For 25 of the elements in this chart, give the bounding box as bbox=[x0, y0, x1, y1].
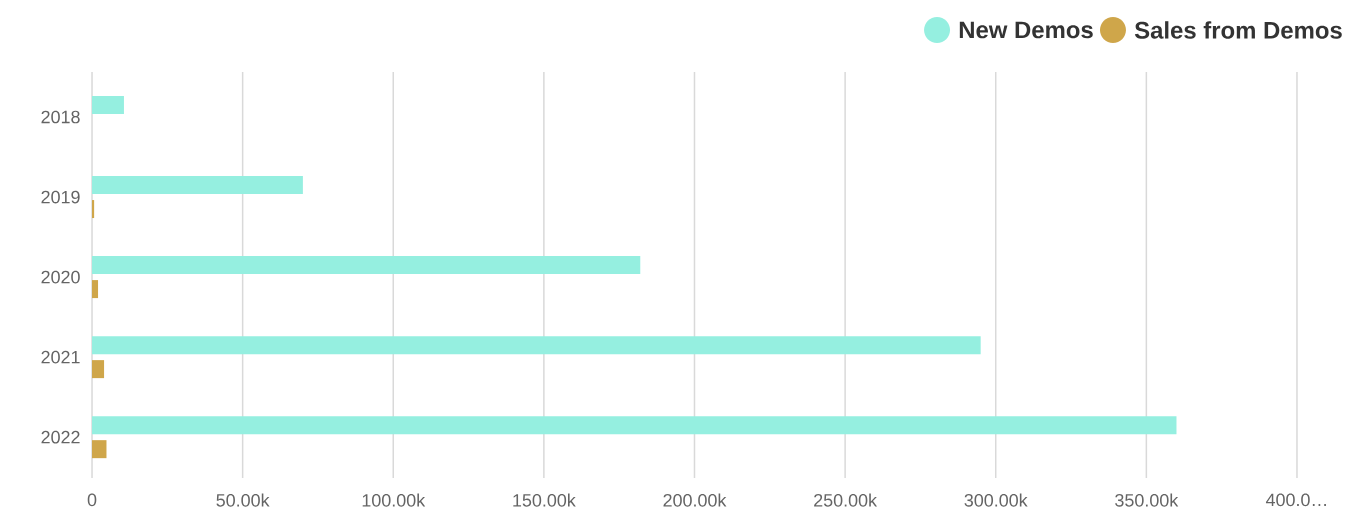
x-tick-label: 250.00k bbox=[814, 493, 878, 507]
y-tick-label: 2022 bbox=[41, 430, 80, 444]
x-tick-label: 400.0… bbox=[1265, 493, 1326, 507]
bar bbox=[92, 256, 641, 275]
legend-label: New Demos bbox=[959, 21, 1093, 39]
y-tick-label: 2019 bbox=[41, 190, 80, 204]
bar bbox=[92, 360, 105, 379]
y-tick-label: 2020 bbox=[41, 270, 80, 284]
legend-label: Sales from Demos bbox=[1134, 21, 1342, 39]
x-tick-label: 300.00k bbox=[964, 493, 1028, 507]
bar bbox=[92, 440, 107, 459]
x-tick-label: 100.00k bbox=[362, 493, 426, 507]
y-tick-label: 2018 bbox=[41, 110, 80, 124]
x-tick-label: 200.00k bbox=[663, 493, 727, 507]
x-tick-label: 350.00k bbox=[1115, 493, 1179, 507]
x-tick-label: 0 bbox=[87, 493, 97, 507]
x-tick-label: 150.00k bbox=[513, 493, 576, 507]
bar bbox=[92, 280, 99, 299]
y-tick-label: 2021 bbox=[41, 350, 80, 364]
bar bbox=[92, 416, 1177, 435]
bar bbox=[92, 96, 124, 115]
bar bbox=[92, 200, 95, 219]
bar bbox=[92, 176, 303, 195]
x-tick-label: 50.00k bbox=[216, 493, 270, 507]
bar bbox=[92, 336, 981, 355]
